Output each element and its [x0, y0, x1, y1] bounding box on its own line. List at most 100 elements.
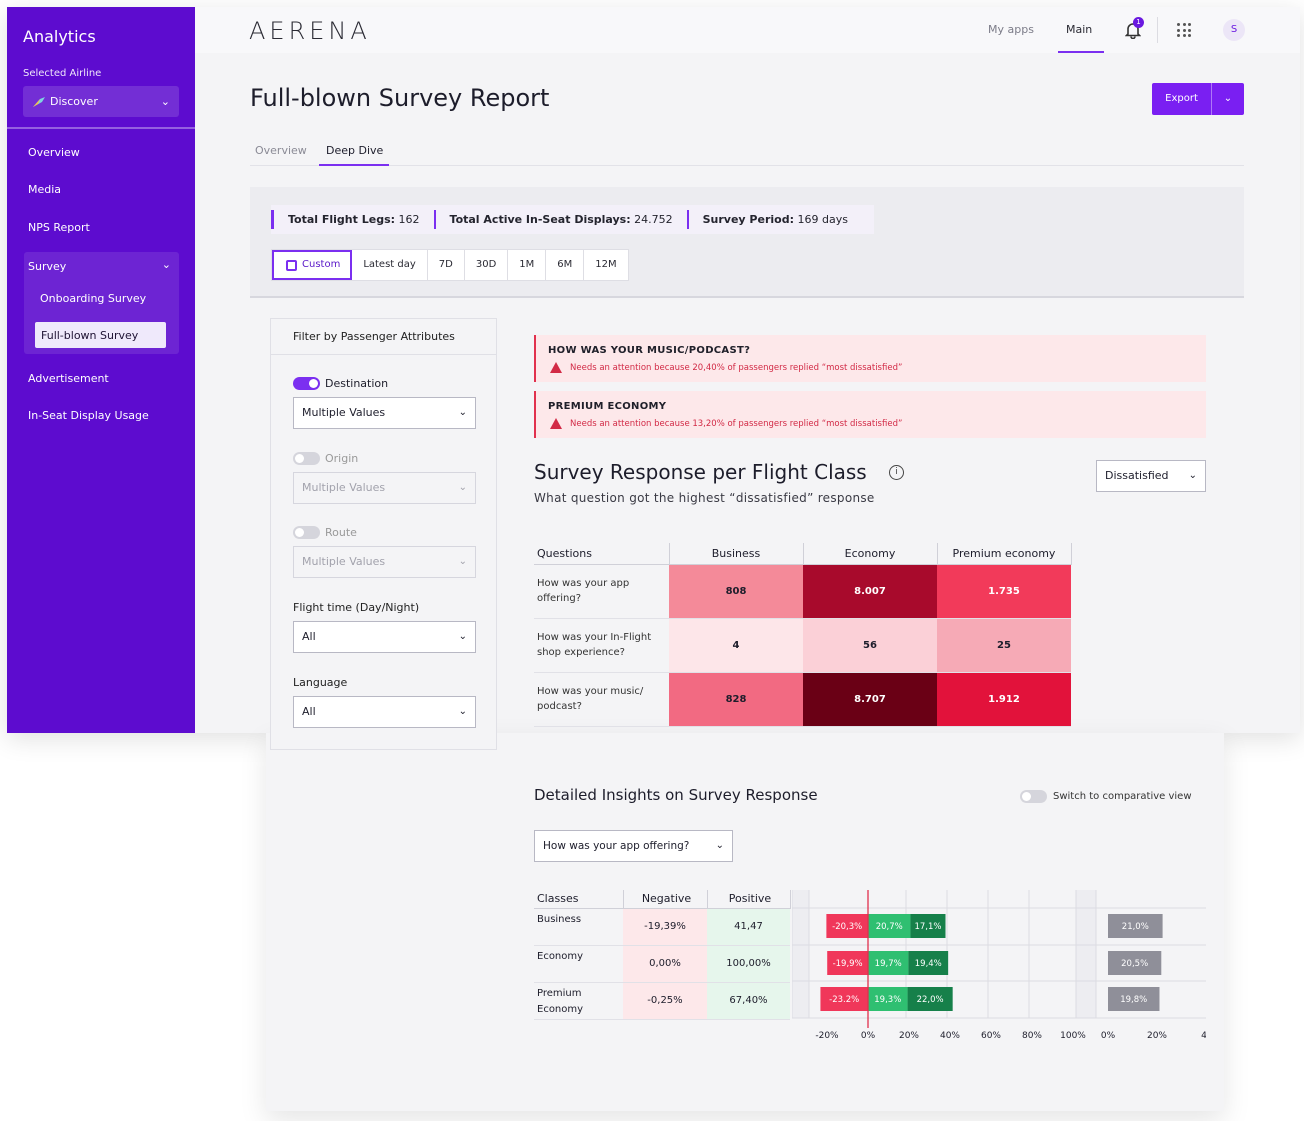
- sidebar-item-onboarding-survey[interactable]: Onboarding Survey: [40, 292, 147, 305]
- chart-bar-label: 20,5%: [1121, 959, 1148, 969]
- stat-value: 24.752: [634, 213, 673, 226]
- heatmap-cell[interactable]: 4: [669, 618, 803, 673]
- sidebar-item-survey[interactable]: Survey: [28, 260, 67, 273]
- question-line: podcast?: [537, 701, 582, 712]
- range-custom[interactable]: Custom: [272, 250, 353, 280]
- question-line: How was your app: [537, 578, 630, 589]
- chevron-down-icon: ⌄: [458, 556, 467, 567]
- heatmap-cell[interactable]: 56: [803, 618, 937, 673]
- airline-logo-icon: [32, 96, 46, 108]
- sidebar-item-nps-report[interactable]: NPS Report: [28, 221, 90, 234]
- response-type-select[interactable]: Dissatisfied ⌄: [1096, 460, 1206, 492]
- range-7d[interactable]: 7D: [428, 250, 465, 280]
- filter-panel: Filter by Passenger Attributes Destinati…: [270, 318, 497, 750]
- warning-icon: [550, 362, 562, 373]
- heatmap-question: How was your app offering?: [534, 564, 669, 619]
- airline-select[interactable]: Discover ⌄: [23, 86, 179, 117]
- range-12m[interactable]: 12M: [595, 259, 617, 270]
- route-toggle[interactable]: [293, 526, 320, 539]
- chevron-down-icon: ⌄: [715, 840, 724, 851]
- apps-grid-icon[interactable]: [1177, 23, 1191, 37]
- info-icon[interactable]: i: [889, 465, 904, 480]
- aerena-logo[interactable]: AERENA: [249, 17, 371, 45]
- heatmap-cell[interactable]: 8.007: [803, 564, 937, 619]
- export-button[interactable]: Export: [1152, 83, 1212, 115]
- range-label: Custom: [302, 259, 341, 270]
- heatmap-cell[interactable]: 8.707: [803, 672, 937, 727]
- range-30d[interactable]: 30D: [465, 250, 509, 280]
- sidebar-item-in-seat-display-usage[interactable]: In-Seat Display Usage: [28, 409, 149, 422]
- insights-header: Classes: [534, 890, 624, 909]
- export-dropdown-chevron-icon[interactable]: ⌄: [1223, 93, 1233, 104]
- destination-toggle-row: Destination: [293, 377, 388, 390]
- chart-tick-label: 20%: [899, 1031, 919, 1041]
- tab-overview[interactable]: Overview: [255, 144, 307, 157]
- panel-divider: [250, 296, 1244, 298]
- route-select-value: Multiple Values: [302, 555, 386, 568]
- class-line: Business: [537, 913, 582, 925]
- heatmap-cell[interactable]: 1.912: [937, 672, 1071, 727]
- destination-select[interactable]: Multiple Values ⌄: [293, 397, 476, 429]
- nav-active-indicator: [1058, 51, 1104, 53]
- chart-bar-side: [1108, 951, 1162, 975]
- insights-title: Detailed Insights on Survey Response: [534, 786, 818, 804]
- chevron-down-icon: ⌄: [1188, 470, 1197, 481]
- sidebar-item-full-blown-survey[interactable]: Full-blown Survey: [35, 322, 166, 348]
- insights-negative: -0,25%: [623, 982, 707, 1020]
- language-select[interactable]: All ⌄: [293, 696, 476, 728]
- chart-tick-label: 100%: [1060, 1031, 1086, 1041]
- chart-tick-label: 20%: [1147, 1031, 1167, 1041]
- sidebar-item-overview[interactable]: Overview: [28, 146, 80, 159]
- chart-bar-label: -20,3%: [832, 922, 862, 932]
- class-line: Economy: [537, 950, 584, 962]
- destination-toggle[interactable]: [293, 377, 320, 390]
- alert-title: PREMIUM ECONOMY: [548, 401, 667, 412]
- chart-bar-negative: [826, 914, 868, 938]
- insights-chart: -20,3% 20,7% 17,1% 21,0% -19,9% 19,7% 19,4% 20,…: [792, 890, 1206, 1060]
- page-title: Full-blown Survey Report: [250, 84, 550, 112]
- insights-class: Economy: [534, 945, 623, 983]
- chart-bar-side: [1108, 987, 1160, 1011]
- response-type-value: Dissatisfied: [1105, 469, 1169, 482]
- chevron-down-icon[interactable]: ⌄: [161, 258, 171, 271]
- chart-tick-label: 4: [1201, 1031, 1206, 1041]
- sidebar-item-media[interactable]: Media: [28, 183, 62, 196]
- insights-positive: 41,47: [707, 908, 790, 946]
- chart-bar-negative: [827, 951, 868, 975]
- chart-bar-label: 17,1%: [914, 922, 941, 932]
- range-1m[interactable]: 1M: [508, 250, 547, 280]
- avatar[interactable]: S: [1223, 19, 1245, 41]
- insights-header: Positive: [707, 890, 791, 909]
- language-label: Language: [293, 676, 348, 689]
- chart-bar-positive-strong: [908, 951, 949, 975]
- chart-bar-label: 19,8%: [1120, 995, 1147, 1005]
- sidebar-item-advertisement[interactable]: Advertisement: [28, 372, 109, 385]
- insights-positive: 100,00%: [707, 945, 790, 983]
- heatmap-header: Economy: [803, 543, 938, 565]
- chart-bar-label: 21,0%: [1122, 922, 1149, 932]
- range-latest-day[interactable]: Latest day: [352, 250, 428, 280]
- chart-bar-positive: [868, 914, 911, 938]
- stat-value: 169 days: [797, 213, 848, 226]
- calendar-icon: [286, 259, 297, 271]
- insights-class: Business: [534, 908, 623, 946]
- origin-toggle[interactable]: [293, 452, 320, 465]
- chevron-down-icon: ⌄: [160, 95, 170, 108]
- heatmap-cell[interactable]: 808: [669, 564, 803, 619]
- nav-main[interactable]: Main: [1066, 23, 1093, 36]
- warning-icon: [550, 418, 562, 429]
- nav-my-apps[interactable]: My apps: [988, 23, 1034, 36]
- tab-deep-dive[interactable]: Deep Dive: [326, 144, 384, 157]
- insights-class: Premium Economy: [534, 982, 623, 1020]
- heatmap-cell[interactable]: 828: [669, 672, 803, 727]
- comparative-view-toggle[interactable]: [1020, 790, 1047, 803]
- destination-select-value: Multiple Values: [302, 406, 386, 419]
- heatmap-cell[interactable]: 25: [937, 618, 1071, 673]
- stat-active-displays: Total Active In-Seat Displays: 24.752: [433, 210, 687, 229]
- heatmap-cell[interactable]: 1.735: [937, 564, 1071, 619]
- range-6m[interactable]: 6M: [546, 250, 585, 280]
- question-select[interactable]: How was your app offering? ⌄: [534, 830, 733, 862]
- flight-time-select[interactable]: All ⌄: [293, 621, 476, 653]
- route-select: Multiple Values ⌄: [293, 546, 476, 578]
- tabs-divider: [250, 165, 1244, 166]
